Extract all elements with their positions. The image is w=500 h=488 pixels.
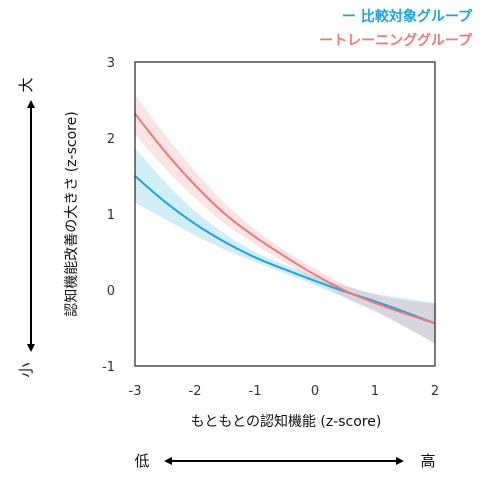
series-lines (134, 113, 436, 325)
y-high-annotation: 大 (17, 77, 35, 92)
ci-band-training (135, 94, 435, 344)
legend-marker-comparison: ー (341, 9, 356, 25)
x-low-annotation: 低 (134, 452, 149, 470)
ci-band-comparison (135, 147, 435, 344)
x-high-annotation: 高 (420, 452, 435, 470)
legend-marker-training: ー (319, 33, 334, 49)
series-line-comparison (134, 175, 436, 325)
series-line-training (134, 113, 436, 325)
y-tick-label: 1 (107, 208, 115, 223)
y-tick-label: 0 (107, 284, 115, 299)
x-tick-label: 1 (371, 384, 379, 399)
legend-label-comparison: 比較対象グループ (360, 9, 472, 25)
y-low-annotation: 小 (17, 362, 35, 377)
legend-item-comparison: ー 比較対象グループ (342, 6, 472, 26)
legend-label-training: トレーニンググループ (333, 33, 472, 49)
ci-bands (135, 94, 435, 344)
legend-item-training: ートレーニンググループ (319, 30, 472, 50)
x-tick-labels: -3 -2 -1 0 1 2 (129, 384, 440, 399)
x-tick-label: 2 (431, 384, 439, 399)
plot-frame (134, 61, 436, 367)
y-tick-label: 3 (107, 56, 115, 71)
x-tick-label: -1 (249, 384, 262, 399)
x-tick-label: -3 (129, 384, 142, 399)
y-tick-label: 2 (107, 132, 115, 147)
x-tick-label: -2 (189, 384, 202, 399)
y-tick-label: -1 (102, 360, 115, 375)
y-tick-labels: -1 0 1 2 3 (102, 56, 115, 375)
x-tick-label: 0 (311, 384, 319, 399)
x-axis-label: もともとの認知機能 (z-score) (191, 413, 382, 430)
y-axis-label: 認知機能改善の大きさ (z-score) (63, 111, 80, 316)
